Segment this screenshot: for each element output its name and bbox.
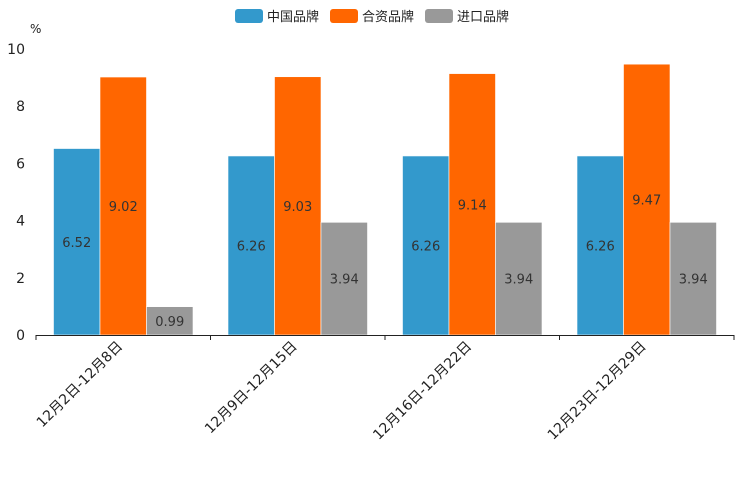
legend: 中国品牌 合资品牌 进口品牌 (235, 9, 509, 25)
legend-swatch (425, 9, 453, 23)
y-tick-label: 10 (7, 42, 25, 58)
bar-2-1 (99, 76, 147, 336)
y-unit-label: % (30, 22, 41, 36)
legend-swatch (235, 9, 263, 23)
bar-3-4 (669, 222, 717, 336)
data-label: 3.94 (504, 273, 533, 288)
bars (53, 63, 717, 336)
x-category-label: 12月16日-12月22日 (370, 339, 475, 444)
bar-1-4 (576, 155, 624, 336)
data-label: 6.26 (237, 239, 266, 254)
x-category-label: 12月2日-12月8日 (34, 339, 126, 431)
y-tick-label: 8 (16, 99, 25, 115)
legend-label: 合资品牌 (362, 9, 414, 25)
bar-2-3 (448, 73, 496, 336)
data-label: 0.99 (155, 315, 184, 330)
data-label: 9.47 (632, 194, 661, 209)
bar-3-2 (320, 222, 368, 336)
y-tick-label: 6 (16, 156, 25, 172)
y-tick-label: 4 (16, 214, 25, 230)
x-category-label: 12月23日-12月29日 (545, 339, 650, 444)
bar-2-2 (274, 76, 322, 336)
bar-1-1 (53, 148, 101, 336)
data-labels: 6.52 9.02 0.99 6.26 9.03 3.94 6.26 9.14 3.94 6.26… (62, 194, 707, 330)
y-tick-label: 0 (16, 328, 25, 344)
x-axis: 12月2日-12月8日 12月9日-12月15日 12月16日-12月22日 12月2… (34, 335, 735, 444)
y-tick-label: 2 (16, 271, 25, 287)
bar-3-1 (146, 306, 194, 336)
legend-label: 中国品牌 (267, 9, 319, 25)
legend-label: 进口品牌 (457, 9, 509, 25)
legend-swatch (330, 9, 358, 23)
data-label: 6.52 (62, 236, 91, 251)
data-label: 9.14 (458, 198, 487, 213)
data-label: 9.02 (109, 200, 138, 215)
x-category-label: 12月9日-12月15日 (202, 339, 301, 438)
data-label: 6.26 (586, 239, 615, 254)
y-axis: 0 2 4 6 8 10 (7, 42, 25, 344)
bar-1-2 (227, 155, 275, 336)
data-label: 3.94 (330, 273, 359, 288)
data-label: 9.03 (283, 200, 312, 215)
bar-2-4 (623, 63, 671, 336)
data-label: 3.94 (679, 273, 708, 288)
data-label: 6.26 (411, 239, 440, 254)
